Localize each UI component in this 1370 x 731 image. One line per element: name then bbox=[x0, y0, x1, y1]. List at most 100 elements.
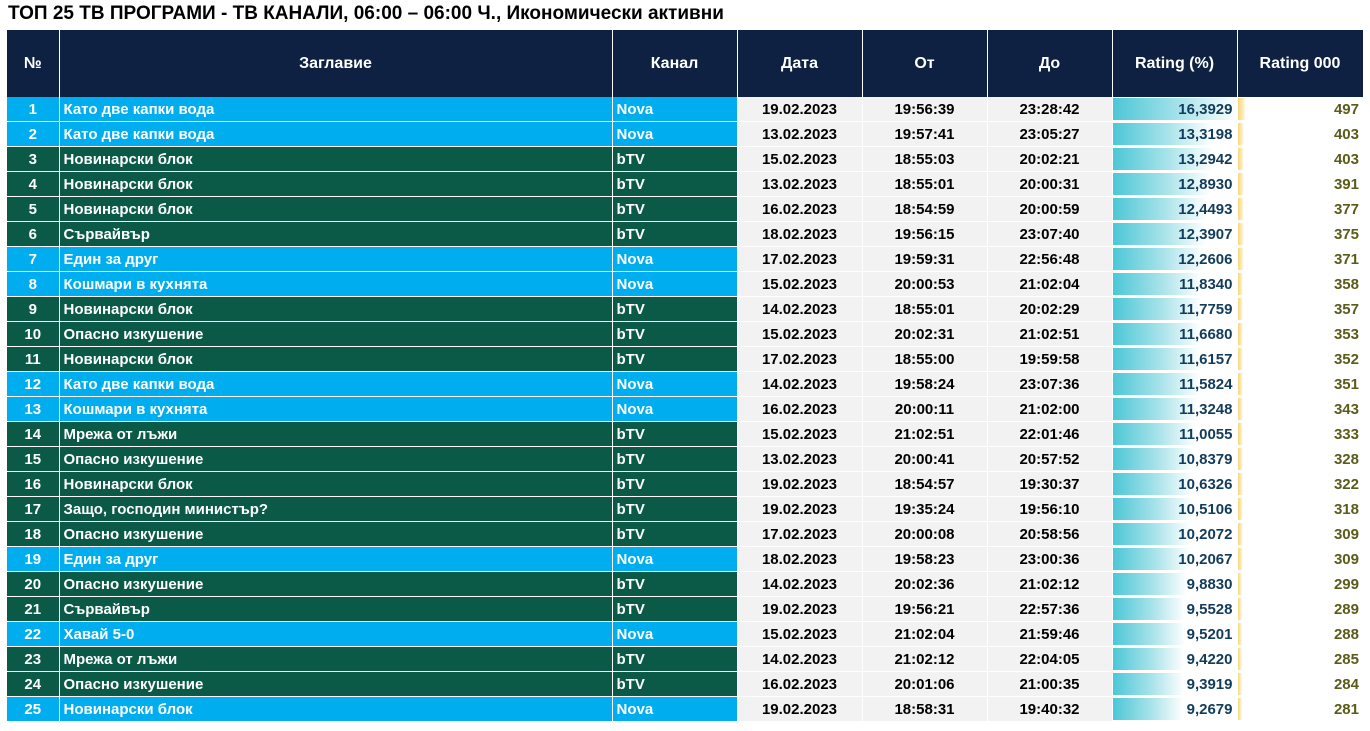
header-channel[interactable]: Канал bbox=[612, 30, 738, 97]
row-rating: 10,2072 bbox=[1112, 521, 1238, 547]
row-rating: 11,0055 bbox=[1112, 421, 1238, 447]
rating-value: 16,3929 bbox=[1178, 100, 1233, 118]
rating-bar bbox=[1112, 698, 1183, 720]
header-rating000[interactable]: Rating 000 bbox=[1237, 30, 1364, 97]
table-row[interactable]: 24 Опасно изкушение bTV 16.02.2023 20:01:06 2… bbox=[7, 671, 1363, 697]
row-rating000: 281 bbox=[1237, 696, 1363, 722]
row-title: Един за друг bbox=[59, 546, 613, 572]
table-row[interactable]: 20 Опасно изкушение bTV 14.02.2023 20:02:36 2… bbox=[7, 571, 1363, 597]
row-rating: 9,5201 bbox=[1112, 621, 1238, 647]
row-to: 22:57:36 bbox=[987, 596, 1113, 622]
table-row[interactable]: 16 Новинарски блок bTV 19.02.2023 18:54:57 19… bbox=[7, 471, 1363, 497]
row-title: Кошмари в кухнята bbox=[59, 396, 613, 422]
table-row[interactable]: 17 Защо, господин министър? bTV 19.02.2023 1… bbox=[7, 496, 1363, 522]
rating-value: 13,3198 bbox=[1178, 125, 1233, 143]
row-rating000: 403 bbox=[1237, 146, 1363, 172]
table-row[interactable]: 14 Мрежа от лъжи bTV 15.02.2023 21:02:51 22:0… bbox=[7, 421, 1363, 447]
rating-value: 11,0055 bbox=[1179, 425, 1233, 443]
rating-bar bbox=[1112, 98, 1236, 120]
table-row[interactable]: 19 Един за друг Nova 18.02.2023 19:58:23 23:0… bbox=[7, 546, 1363, 572]
table-row[interactable]: 18 Опасно изкушение bTV 17.02.2023 20:00:08 2… bbox=[7, 521, 1363, 547]
rating-value: 11,3248 bbox=[1179, 400, 1233, 418]
rating-bar bbox=[1112, 573, 1188, 595]
rating000-value: 299 bbox=[1333, 575, 1359, 593]
row-to: 20:57:52 bbox=[987, 446, 1113, 472]
row-title: Като две капки вода bbox=[59, 121, 613, 147]
table-row[interactable]: 25 Новинарски блок Nova 19.02.2023 18:58:31 1… bbox=[7, 696, 1363, 722]
rating-bar bbox=[1112, 523, 1190, 545]
row-date: 13.02.2023 bbox=[737, 171, 863, 197]
row-to: 21:00:35 bbox=[987, 671, 1113, 697]
row-rating000: 322 bbox=[1237, 471, 1363, 497]
rating000-bar bbox=[1237, 423, 1243, 445]
header-from[interactable]: От bbox=[862, 30, 988, 97]
row-from: 18:58:31 bbox=[862, 696, 988, 722]
row-to: 23:07:36 bbox=[987, 371, 1113, 397]
row-title: Опасно изкушение bbox=[59, 671, 613, 697]
rating000-bar bbox=[1237, 248, 1244, 270]
row-channel: bTV bbox=[612, 446, 738, 472]
table-row[interactable]: 12 Като две капки вода Nova 14.02.2023 19:58… bbox=[7, 371, 1363, 397]
table-row[interactable]: 6 Сървайвър bTV 18.02.2023 19:56:15 23:07:40 1… bbox=[7, 221, 1363, 247]
row-date: 15.02.2023 bbox=[737, 271, 863, 297]
rating000-value: 281 bbox=[1333, 700, 1359, 718]
row-num: 16 bbox=[7, 471, 60, 497]
row-rating: 9,2679 bbox=[1112, 696, 1238, 722]
row-title: Опасно изкушение bbox=[59, 571, 613, 597]
table-row[interactable]: 5 Новинарски блок bTV 16.02.2023 18:54:59 20:… bbox=[7, 196, 1363, 222]
row-rating: 10,2067 bbox=[1112, 546, 1238, 572]
table-row[interactable]: 10 Опасно изкушение bTV 15.02.2023 20:02:31 2… bbox=[7, 321, 1363, 347]
rating-value: 9,2679 bbox=[1186, 700, 1233, 718]
row-from: 21:02:51 bbox=[862, 421, 988, 447]
rating000-bar bbox=[1237, 623, 1243, 645]
row-rating000: 357 bbox=[1237, 296, 1363, 322]
table-row[interactable]: 21 Сървайвър bTV 19.02.2023 19:56:21 22:57:36… bbox=[7, 596, 1363, 622]
rating000-value: 357 bbox=[1333, 300, 1359, 318]
table-row[interactable]: 22 Хавай 5-0 Nova 15.02.2023 21:02:04 21:59:4… bbox=[7, 621, 1363, 647]
header-rating[interactable]: Rating (%) bbox=[1112, 30, 1238, 97]
rating000-bar bbox=[1237, 473, 1243, 495]
table-row[interactable]: 15 Опасно изкушение bTV 13.02.2023 20:00:41 2… bbox=[7, 446, 1363, 472]
rating000-value: 353 bbox=[1333, 325, 1359, 343]
table-body: 1 Като две капки вода Nova 19.02.2023 19:56:… bbox=[7, 97, 1363, 722]
table-row[interactable]: 1 Като две капки вода Nova 19.02.2023 19:56:… bbox=[7, 97, 1363, 122]
rating-bar bbox=[1112, 173, 1211, 195]
table-row[interactable]: 2 Като две капки вода Nova 13.02.2023 19:57:… bbox=[7, 121, 1363, 147]
row-rating000: 309 bbox=[1237, 521, 1363, 547]
table-row[interactable]: 13 Кошмари в кухнята Nova 16.02.2023 20:00:1… bbox=[7, 396, 1363, 422]
row-from: 19:57:41 bbox=[862, 121, 988, 147]
row-num: 8 bbox=[7, 271, 60, 297]
table-row[interactable]: 3 Новинарски блок bTV 15.02.2023 18:55:03 20:… bbox=[7, 146, 1363, 172]
row-date: 15.02.2023 bbox=[737, 421, 863, 447]
row-num: 25 bbox=[7, 696, 60, 722]
table-row[interactable]: 7 Един за друг Nova 17.02.2023 19:59:31 22:56… bbox=[7, 246, 1363, 272]
row-rating: 16,3929 bbox=[1112, 97, 1238, 122]
rating000-value: 375 bbox=[1333, 225, 1359, 243]
rating000-value: 403 bbox=[1333, 150, 1359, 168]
row-rating: 13,3198 bbox=[1112, 121, 1238, 147]
row-channel: Nova bbox=[612, 121, 738, 147]
header-num[interactable]: № bbox=[7, 30, 60, 97]
rating000-value: 352 bbox=[1333, 350, 1359, 368]
table-row[interactable]: 23 Мрежа от лъжи bTV 14.02.2023 21:02:12 22:0… bbox=[7, 646, 1363, 672]
row-channel: bTV bbox=[612, 671, 738, 697]
rating000-value: 322 bbox=[1333, 475, 1359, 493]
header-date[interactable]: Дата bbox=[737, 30, 863, 97]
rating000-bar bbox=[1237, 148, 1244, 170]
rating000-value: 351 bbox=[1333, 375, 1359, 393]
rating-bar bbox=[1112, 473, 1193, 495]
row-channel: bTV bbox=[612, 346, 738, 372]
header-title[interactable]: Заглавие bbox=[59, 30, 613, 97]
row-rating: 9,3919 bbox=[1112, 671, 1238, 697]
row-num: 18 bbox=[7, 521, 60, 547]
row-rating000: 328 bbox=[1237, 446, 1363, 472]
rating000-value: 284 bbox=[1333, 675, 1359, 693]
rating-bar bbox=[1112, 498, 1192, 520]
row-channel: bTV bbox=[612, 221, 738, 247]
table-row[interactable]: 9 Новинарски блок bTV 14.02.2023 18:55:01 20:… bbox=[7, 296, 1363, 322]
table-row[interactable]: 11 Новинарски блок bTV 17.02.2023 18:55:00 19… bbox=[7, 346, 1363, 372]
rating-bar bbox=[1112, 648, 1184, 670]
table-row[interactable]: 4 Новинарски блок bTV 13.02.2023 18:55:01 20:… bbox=[7, 171, 1363, 197]
header-to[interactable]: До bbox=[987, 30, 1113, 97]
table-row[interactable]: 8 Кошмари в кухнята Nova 15.02.2023 20:00:53… bbox=[7, 271, 1363, 297]
